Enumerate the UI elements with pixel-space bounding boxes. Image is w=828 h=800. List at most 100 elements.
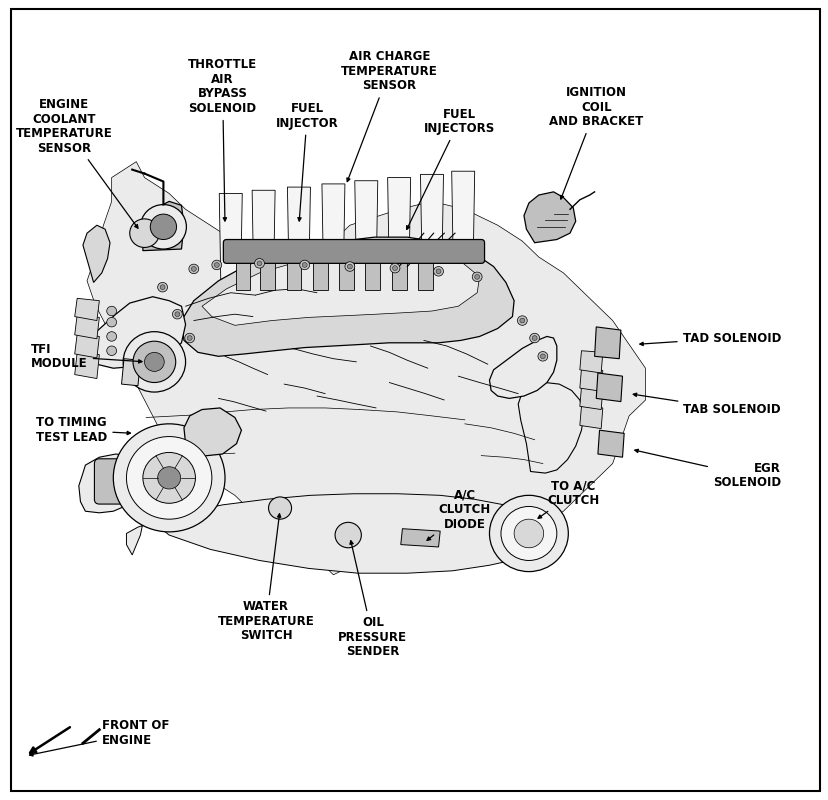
Polygon shape [594, 327, 620, 358]
Polygon shape [451, 171, 474, 320]
Circle shape [157, 282, 167, 292]
Circle shape [129, 219, 159, 247]
Text: FUEL
INJECTORS: FUEL INJECTORS [407, 108, 494, 230]
Circle shape [300, 260, 309, 270]
Circle shape [347, 264, 352, 269]
Circle shape [214, 262, 219, 267]
Circle shape [254, 258, 264, 268]
Polygon shape [75, 352, 99, 378]
Polygon shape [129, 450, 184, 523]
Polygon shape [365, 260, 380, 290]
Polygon shape [518, 382, 583, 473]
Polygon shape [87, 162, 645, 574]
Polygon shape [597, 430, 623, 457]
Polygon shape [400, 529, 440, 547]
Circle shape [257, 261, 262, 266]
Polygon shape [321, 184, 344, 330]
Polygon shape [595, 373, 622, 402]
Circle shape [529, 334, 539, 342]
Circle shape [474, 274, 479, 279]
Text: TO A/C
CLUTCH: TO A/C CLUTCH [537, 479, 599, 518]
Polygon shape [260, 260, 275, 290]
Circle shape [517, 316, 527, 326]
Polygon shape [83, 226, 110, 282]
Polygon shape [392, 260, 406, 290]
Circle shape [127, 437, 212, 519]
Circle shape [142, 453, 195, 503]
Polygon shape [579, 387, 602, 410]
Polygon shape [235, 260, 250, 290]
FancyBboxPatch shape [94, 458, 149, 504]
Circle shape [390, 263, 399, 273]
Polygon shape [312, 260, 327, 290]
Polygon shape [252, 190, 275, 334]
Circle shape [144, 352, 164, 371]
Polygon shape [354, 181, 378, 327]
Polygon shape [579, 369, 602, 391]
Circle shape [537, 351, 547, 361]
Polygon shape [286, 260, 301, 290]
Circle shape [519, 318, 524, 323]
Polygon shape [122, 358, 140, 386]
Circle shape [489, 495, 568, 571]
Circle shape [175, 312, 180, 317]
Circle shape [113, 424, 224, 532]
Text: TAB SOLENOID: TAB SOLENOID [633, 393, 780, 416]
Polygon shape [339, 260, 354, 290]
Text: EGR
SOLENOID: EGR SOLENOID [634, 450, 780, 490]
Polygon shape [202, 249, 479, 326]
Polygon shape [489, 337, 556, 398]
Polygon shape [127, 494, 545, 573]
Text: ENGINE
COOLANT
TEMPERATURE
SENSOR: ENGINE COOLANT TEMPERATURE SENSOR [16, 98, 137, 228]
Circle shape [392, 266, 397, 270]
Polygon shape [219, 194, 242, 337]
Circle shape [172, 310, 182, 319]
Circle shape [107, 346, 117, 355]
Circle shape [436, 269, 440, 274]
Circle shape [500, 506, 556, 561]
Circle shape [107, 306, 117, 316]
Polygon shape [142, 202, 184, 250]
Text: TFI
MODULE: TFI MODULE [31, 342, 142, 370]
Circle shape [302, 262, 306, 267]
Circle shape [472, 272, 482, 282]
Polygon shape [420, 174, 443, 322]
Circle shape [107, 318, 117, 327]
Polygon shape [85, 297, 185, 368]
Circle shape [140, 205, 186, 249]
Text: FUEL
INJECTOR: FUEL INJECTOR [276, 102, 338, 221]
Text: TAD SOLENOID: TAD SOLENOID [639, 331, 780, 346]
Circle shape [268, 497, 291, 519]
Circle shape [185, 334, 195, 342]
Circle shape [189, 264, 199, 274]
Polygon shape [75, 334, 99, 358]
Polygon shape [287, 187, 310, 332]
Circle shape [433, 266, 443, 276]
Circle shape [157, 466, 181, 489]
Circle shape [532, 336, 537, 341]
Text: TO TIMING
TEST LEAD: TO TIMING TEST LEAD [36, 417, 130, 444]
Text: A/C
CLUTCH
DIODE: A/C CLUTCH DIODE [426, 489, 490, 540]
Circle shape [150, 214, 176, 239]
Circle shape [513, 519, 543, 548]
Circle shape [160, 285, 165, 290]
Text: OIL
PRESSURE
SENDER: OIL PRESSURE SENDER [338, 541, 407, 658]
Polygon shape [388, 178, 410, 325]
Circle shape [123, 332, 185, 392]
FancyBboxPatch shape [223, 239, 484, 263]
Circle shape [344, 262, 354, 271]
Polygon shape [523, 192, 575, 242]
Polygon shape [75, 298, 99, 321]
Circle shape [107, 332, 117, 342]
Text: THROTTLE
AIR
BYPASS
SOLENOID: THROTTLE AIR BYPASS SOLENOID [188, 58, 257, 221]
Polygon shape [579, 350, 602, 373]
Polygon shape [75, 315, 99, 339]
Polygon shape [184, 408, 241, 457]
Circle shape [191, 266, 196, 271]
Text: WATER
TEMPERATURE
SWITCH: WATER TEMPERATURE SWITCH [218, 514, 314, 642]
Polygon shape [417, 260, 432, 290]
Circle shape [335, 522, 361, 548]
Text: IGNITION
COIL
AND BRACKET: IGNITION COIL AND BRACKET [548, 86, 643, 199]
Polygon shape [579, 406, 602, 429]
Polygon shape [79, 454, 140, 513]
